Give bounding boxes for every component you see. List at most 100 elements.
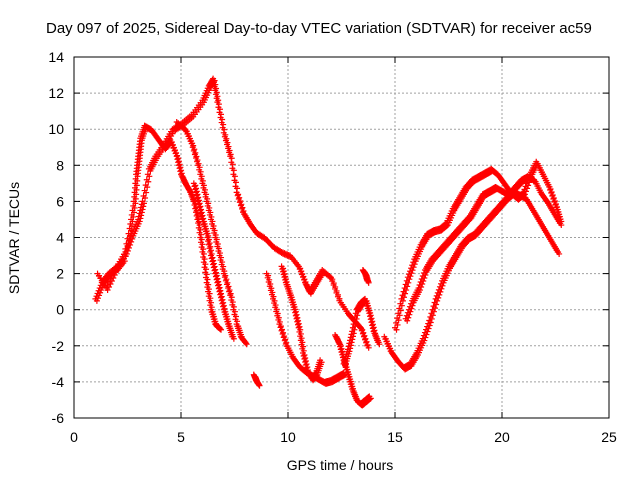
data-point [144, 184, 151, 191]
y-tick-label: -2 [52, 338, 65, 354]
series-track-4 [190, 180, 237, 342]
data-point [421, 337, 428, 344]
data-point [354, 312, 361, 319]
data-point [202, 261, 209, 268]
data-point [136, 218, 143, 225]
data-point [426, 322, 433, 329]
x-tick-label: 5 [177, 429, 185, 445]
data-point [399, 297, 406, 304]
data-point [428, 315, 435, 322]
data-point [349, 333, 356, 340]
data-point [395, 317, 402, 324]
data-points [92, 75, 565, 409]
data-point [318, 359, 325, 366]
x-tick-label: 25 [601, 429, 617, 445]
data-point [218, 326, 225, 333]
data-point [522, 188, 529, 195]
data-point [348, 339, 355, 346]
data-point [107, 281, 114, 288]
data-point [124, 242, 131, 249]
series-track-3 [173, 118, 250, 348]
y-tick-label: 12 [48, 85, 64, 101]
data-point [201, 256, 208, 263]
data-point [430, 308, 437, 315]
data-point [130, 209, 137, 216]
data-point [130, 213, 137, 220]
data-point [230, 335, 237, 342]
data-point [424, 328, 431, 335]
data-point [365, 279, 372, 286]
data-point [121, 258, 128, 265]
data-point [427, 319, 434, 326]
data-point [196, 222, 203, 229]
series-track-9 [340, 295, 383, 369]
data-point [139, 206, 146, 213]
y-tick-label: 6 [56, 193, 64, 209]
series-track-8 [332, 331, 374, 409]
data-point [140, 200, 147, 207]
data-point [419, 281, 426, 288]
data-point [138, 209, 145, 216]
y-tick-label: 4 [56, 230, 64, 246]
data-point [406, 311, 413, 318]
data-point [197, 226, 204, 233]
data-point [429, 312, 436, 319]
x-axis-label: GPS time / hours [287, 457, 394, 473]
series-track-7 [278, 263, 325, 384]
data-point [417, 287, 424, 294]
data-point [351, 326, 358, 333]
data-point [425, 325, 432, 332]
y-axis-ticks: -6 -4 -2 0 2 4 6 8 10 12 14 [48, 49, 609, 426]
data-point [143, 189, 150, 196]
data-point [217, 326, 224, 333]
data-point [200, 246, 207, 253]
x-tick-label: 10 [280, 429, 296, 445]
data-point [123, 247, 130, 254]
data-point [242, 340, 249, 347]
data-point [200, 250, 207, 257]
data-point [256, 382, 263, 389]
data-point [198, 231, 205, 238]
data-point [394, 321, 401, 328]
data-point [106, 284, 113, 291]
data-point [296, 323, 303, 330]
data-point [198, 236, 205, 243]
data-point [110, 275, 117, 282]
data-point [403, 287, 410, 294]
data-point [405, 314, 412, 321]
data-point [347, 342, 354, 349]
series-track-5 [250, 371, 263, 389]
data-point [365, 344, 372, 351]
data-point [108, 278, 115, 285]
data-point [423, 331, 430, 338]
data-point [146, 173, 153, 180]
data-point [398, 302, 405, 309]
data-point [138, 212, 145, 219]
data-point [422, 271, 429, 278]
data-point [438, 285, 445, 292]
data-point [411, 261, 418, 268]
data-point [350, 330, 357, 337]
data-point [346, 348, 353, 355]
data-point [393, 326, 400, 333]
data-point [352, 319, 359, 326]
data-point [131, 204, 138, 211]
data-point [558, 222, 565, 229]
data-point [525, 182, 532, 189]
data-point [436, 291, 443, 298]
series-track-13 [402, 173, 565, 324]
y-tick-label: 14 [48, 49, 64, 65]
data-point [104, 287, 111, 294]
data-point [421, 275, 428, 282]
data-point [434, 297, 441, 304]
data-point [396, 312, 403, 319]
data-point [126, 237, 132, 244]
data-point [402, 290, 409, 297]
data-point [142, 194, 149, 201]
data-point [128, 222, 135, 229]
x-tick-label: 20 [494, 429, 510, 445]
data-point [404, 283, 411, 290]
data-point [422, 334, 429, 341]
data-point [199, 241, 206, 248]
